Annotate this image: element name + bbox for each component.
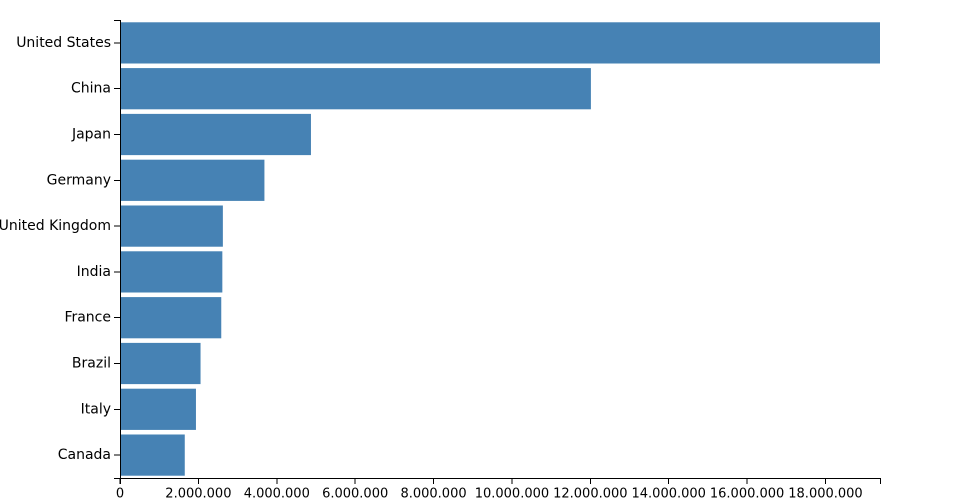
bars-group [120,22,880,476]
bar-france [120,297,222,339]
x-tick-label: 18.000.000 [788,487,862,501]
x-axis-line [120,478,881,484]
x-tick-label: 14.000.000 [632,487,706,501]
bar-japan [120,113,311,156]
x-tick-label: 12.000.000 [553,487,627,501]
x-axis: 0 2.000.000 4.000.000 6.000.000 8.000.000 10.… [116,478,881,502]
y-tick-label: Canada [58,447,111,463]
bar-united-kingdom [120,205,223,247]
x-tick-label: 4.000.000 [244,487,310,501]
bar-india [120,251,223,293]
x-tick-label: 8.000.000 [400,487,466,501]
y-tick-label: United Kingdom [0,218,111,234]
y-tick-label: Italy [81,401,111,417]
y-tick-label: India [77,264,111,280]
bar-canada [120,434,185,476]
x-tick-label: 6.000.000 [322,487,388,501]
y-tick-label: China [71,81,111,97]
x-tick-label: 0 [116,487,124,501]
bar-united-states [120,22,880,64]
x-tick-label: 16.000.000 [710,487,784,501]
bar-germany [120,159,265,201]
x-tick-label: 10.000.000 [475,487,549,501]
y-tick-label: Japan [71,127,111,143]
y-tick-label: France [64,310,111,326]
y-axis-line [114,20,121,479]
x-tick-label: 2.000.000 [165,487,231,501]
bar-china [120,68,591,110]
y-tick-label: Brazil [72,356,111,372]
y-tick-label: Germany [47,172,111,188]
bar-brazil [120,342,201,385]
bar-italy [120,388,196,430]
y-axis: United States China Japan Germany United Kin… [0,20,121,479]
y-tick-label: United States [16,35,111,51]
